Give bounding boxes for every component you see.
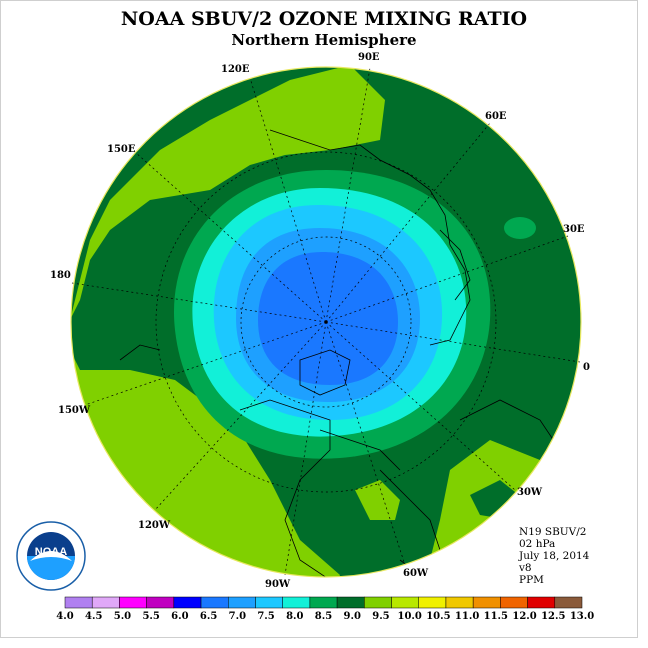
legend-tick-label: 11.0	[455, 611, 479, 622]
globe-rim	[70, 66, 582, 578]
legend-swatch	[418, 596, 447, 609]
legend-swatch	[228, 596, 256, 609]
lon-label-30e: 30E	[563, 224, 585, 235]
legend-swatch	[445, 596, 474, 609]
legend-swatch	[554, 596, 583, 609]
legend-swatch	[119, 596, 147, 609]
legend-tick-label: 9.0	[344, 611, 361, 622]
legend-swatch	[91, 596, 120, 609]
info-satellite: N19 SBUV/2	[519, 526, 587, 538]
legend-tick-label: 6.0	[171, 611, 188, 622]
legend-swatch	[200, 596, 229, 609]
legend-tick-label: 10.5	[426, 611, 450, 622]
info-units: PPM	[519, 574, 544, 586]
legend-swatch	[64, 596, 93, 609]
legend-tick-label: 8.5	[315, 611, 332, 622]
lon-label-120w: 120W	[138, 520, 171, 531]
info-version: v8	[519, 562, 532, 574]
legend-tick-label: 9.5	[372, 611, 389, 622]
lon-label-150w: 150W	[58, 405, 91, 416]
legend-swatch	[173, 596, 202, 609]
lon-label-180: 180	[50, 270, 71, 281]
info-block: N19 SBUV/2 02 hPa July 18, 2014 v8 PPM	[519, 526, 589, 586]
legend-swatch	[391, 596, 419, 609]
coastlines	[119, 129, 561, 577]
legend-tick-label: 5.0	[114, 611, 131, 622]
legend-swatch	[364, 596, 392, 609]
longitude-labels: 90E 60E 30E 0 30W 60W 90W 120W 150W 180 …	[50, 52, 590, 590]
lon-label-60w: 60W	[403, 568, 429, 579]
legend-swatch	[146, 596, 175, 609]
legend-tick-label: 13.0	[570, 611, 594, 622]
legend-tick-label: 4.5	[85, 611, 102, 622]
legend-tick-label: 12.5	[541, 611, 565, 622]
info-date: July 18, 2014	[519, 550, 590, 562]
ozone-band-9.0-9.5-north	[71, 67, 385, 320]
legend-tick-label: 5.5	[142, 611, 159, 622]
ozone-band-6.0-6.5	[258, 252, 398, 385]
legend-swatch	[255, 596, 283, 609]
lon-label-90e: 90E	[358, 52, 380, 63]
lon-label-60e: 60E	[485, 111, 507, 122]
graticule	[71, 67, 581, 576]
lon-label-30w: 30W	[517, 487, 543, 498]
ozone-field	[71, 67, 581, 577]
legend-swatch	[336, 596, 365, 609]
noaa-logo-text: NOAA	[35, 546, 67, 558]
legend-tick-label: 7.0	[229, 611, 246, 622]
legend-tick-label: 7.5	[257, 611, 274, 622]
legend-swatch	[309, 596, 338, 609]
color-legend: 4.0 4.5 5.0 5.5 6.0 6.5 7.0 7.5 8.0 8.5 9.0 9.5 10.0…	[56, 596, 594, 622]
legend-tick-label: 4.0	[56, 611, 73, 622]
lon-label-90w: 90W	[265, 579, 291, 590]
legend-tick-label: 10.0	[397, 611, 421, 622]
legend-tick-label: 12.0	[512, 611, 536, 622]
legend-tick-label: 11.5	[484, 611, 508, 622]
noaa-logo-graphic: NOAA	[16, 521, 86, 591]
legend-tick-label: 6.5	[200, 611, 217, 622]
ozone-blob-8.0-8.5	[504, 217, 536, 239]
legend-tick-label: 8.0	[286, 611, 303, 622]
legend-swatch	[527, 596, 556, 609]
map-title: NOAA SBUV/2 OZONE MIXING RATIO	[120, 8, 528, 30]
lon-label-120e: 120E	[221, 64, 250, 75]
legend-swatch	[282, 596, 311, 609]
map-subtitle: Northern Hemisphere	[231, 31, 417, 49]
legend-swatch	[472, 596, 501, 609]
noaa-logo: NOAA	[16, 521, 86, 591]
ozone-band-9.0-9.5-south	[355, 480, 400, 520]
legend-swatch	[500, 596, 528, 609]
image-frame	[0, 0, 638, 638]
lon-label-150e: 150E	[107, 144, 136, 155]
lon-label-0: 0	[583, 362, 590, 373]
info-pressure: 02 hPa	[519, 538, 556, 550]
